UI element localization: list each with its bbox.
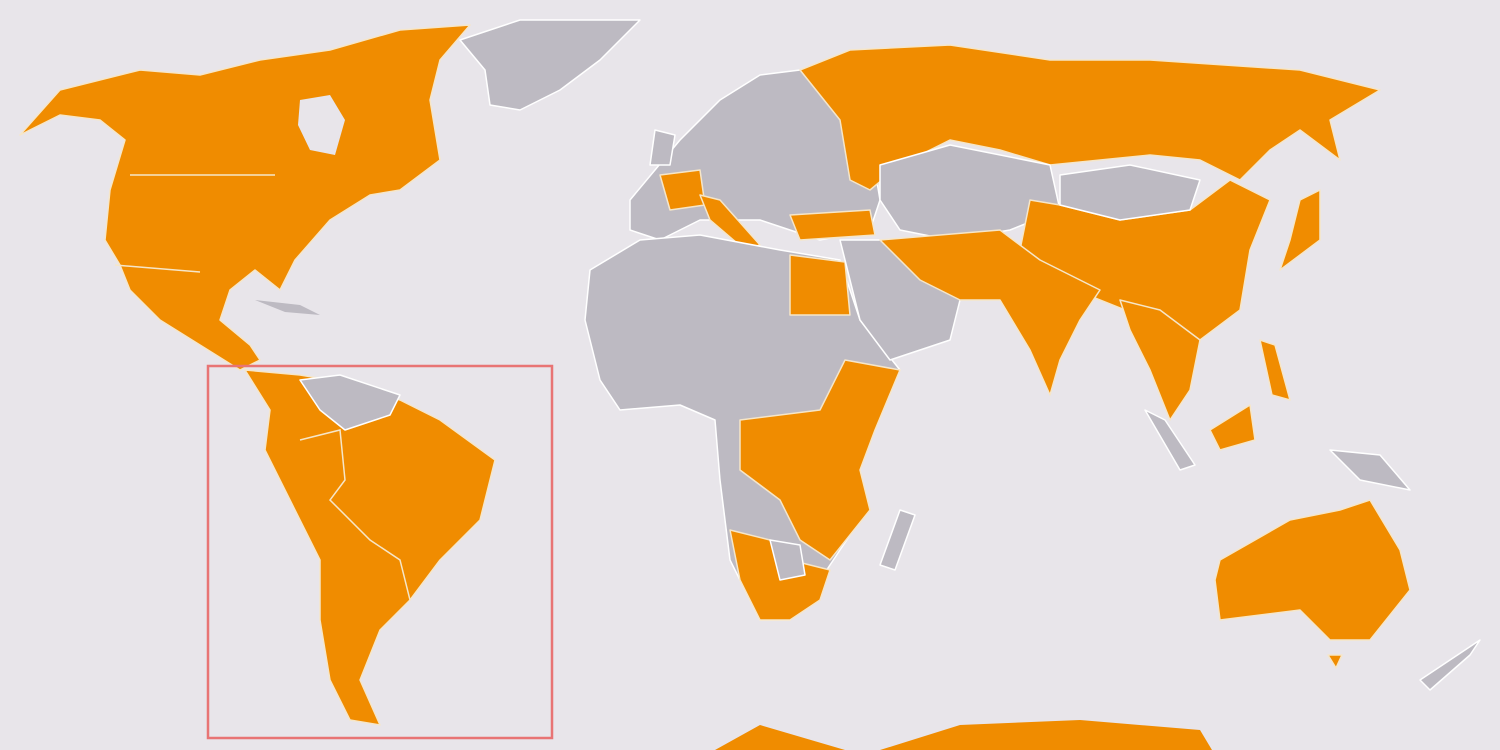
region-borneo bbox=[1209, 404, 1256, 451]
region-south-america bbox=[244, 369, 496, 726]
region-tasmania bbox=[1327, 654, 1343, 669]
region-south-asia bbox=[879, 229, 1101, 396]
region-philippines bbox=[1259, 339, 1291, 401]
region-sumatra bbox=[1144, 409, 1196, 471]
region-turkey bbox=[789, 209, 876, 241]
region-madagascar bbox=[879, 509, 916, 571]
region-new-zealand bbox=[1419, 639, 1481, 691]
region-cuba bbox=[255, 300, 320, 315]
region-mongolia bbox=[1059, 164, 1201, 221]
hudson-bay bbox=[298, 95, 345, 155]
south-america-highlight-box bbox=[206, 364, 554, 740]
region-britain bbox=[649, 129, 676, 166]
border-brazil bbox=[299, 429, 411, 601]
region-new-guinea bbox=[1329, 449, 1411, 491]
region-antarctica-west bbox=[715, 725, 845, 750]
region-east-central-africa bbox=[739, 359, 901, 561]
region-greenland bbox=[459, 19, 641, 111]
region-botswana bbox=[769, 539, 806, 581]
region-venezuela-guyanas bbox=[299, 374, 401, 431]
region-egypt bbox=[789, 254, 851, 316]
region-australia bbox=[1214, 499, 1411, 641]
region-japan bbox=[1279, 189, 1321, 271]
region-southeast-asia bbox=[1119, 299, 1201, 421]
border-us-mexico bbox=[114, 264, 201, 273]
region-central-asia bbox=[879, 144, 1061, 241]
region-north-america bbox=[19, 24, 471, 371]
region-antarctica-east bbox=[880, 720, 1212, 750]
